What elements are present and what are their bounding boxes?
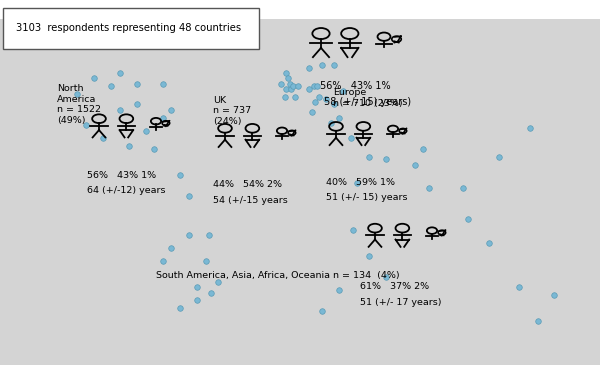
Text: 51 (+/- 15) years: 51 (+/- 15) years xyxy=(326,193,407,202)
Text: South America, Asia, Africa, Oceania n = 134  (4%): South America, Asia, Africa, Oceania n =… xyxy=(156,271,400,280)
Text: North
America
n = 1522
(49%): North America n = 1522 (49%) xyxy=(57,84,101,125)
Text: 51 (+/- 17 years): 51 (+/- 17 years) xyxy=(360,298,442,306)
FancyBboxPatch shape xyxy=(3,8,259,49)
Text: 40%   59% 1%: 40% 59% 1% xyxy=(326,178,395,187)
Text: 3103  respondents representing 48 countries: 3103 respondents representing 48 countri… xyxy=(16,23,242,33)
Text: 44%   54% 2%: 44% 54% 2% xyxy=(213,180,282,189)
Text: 56%   43% 1%: 56% 43% 1% xyxy=(320,81,391,91)
Text: UK
n = 737
(24%): UK n = 737 (24%) xyxy=(213,96,251,126)
Text: 56%   43% 1%: 56% 43% 1% xyxy=(87,171,156,180)
Text: 54 (+/-15 years: 54 (+/-15 years xyxy=(213,196,288,205)
Text: 61%   37% 2%: 61% 37% 2% xyxy=(360,282,429,291)
Text: Europe
n = 710 (23%): Europe n = 710 (23%) xyxy=(333,88,403,108)
Text: 58 (+/- 15) years): 58 (+/- 15) years) xyxy=(324,97,411,107)
FancyBboxPatch shape xyxy=(0,19,600,365)
Text: 64 (+/-12) years: 64 (+/-12) years xyxy=(87,186,166,195)
